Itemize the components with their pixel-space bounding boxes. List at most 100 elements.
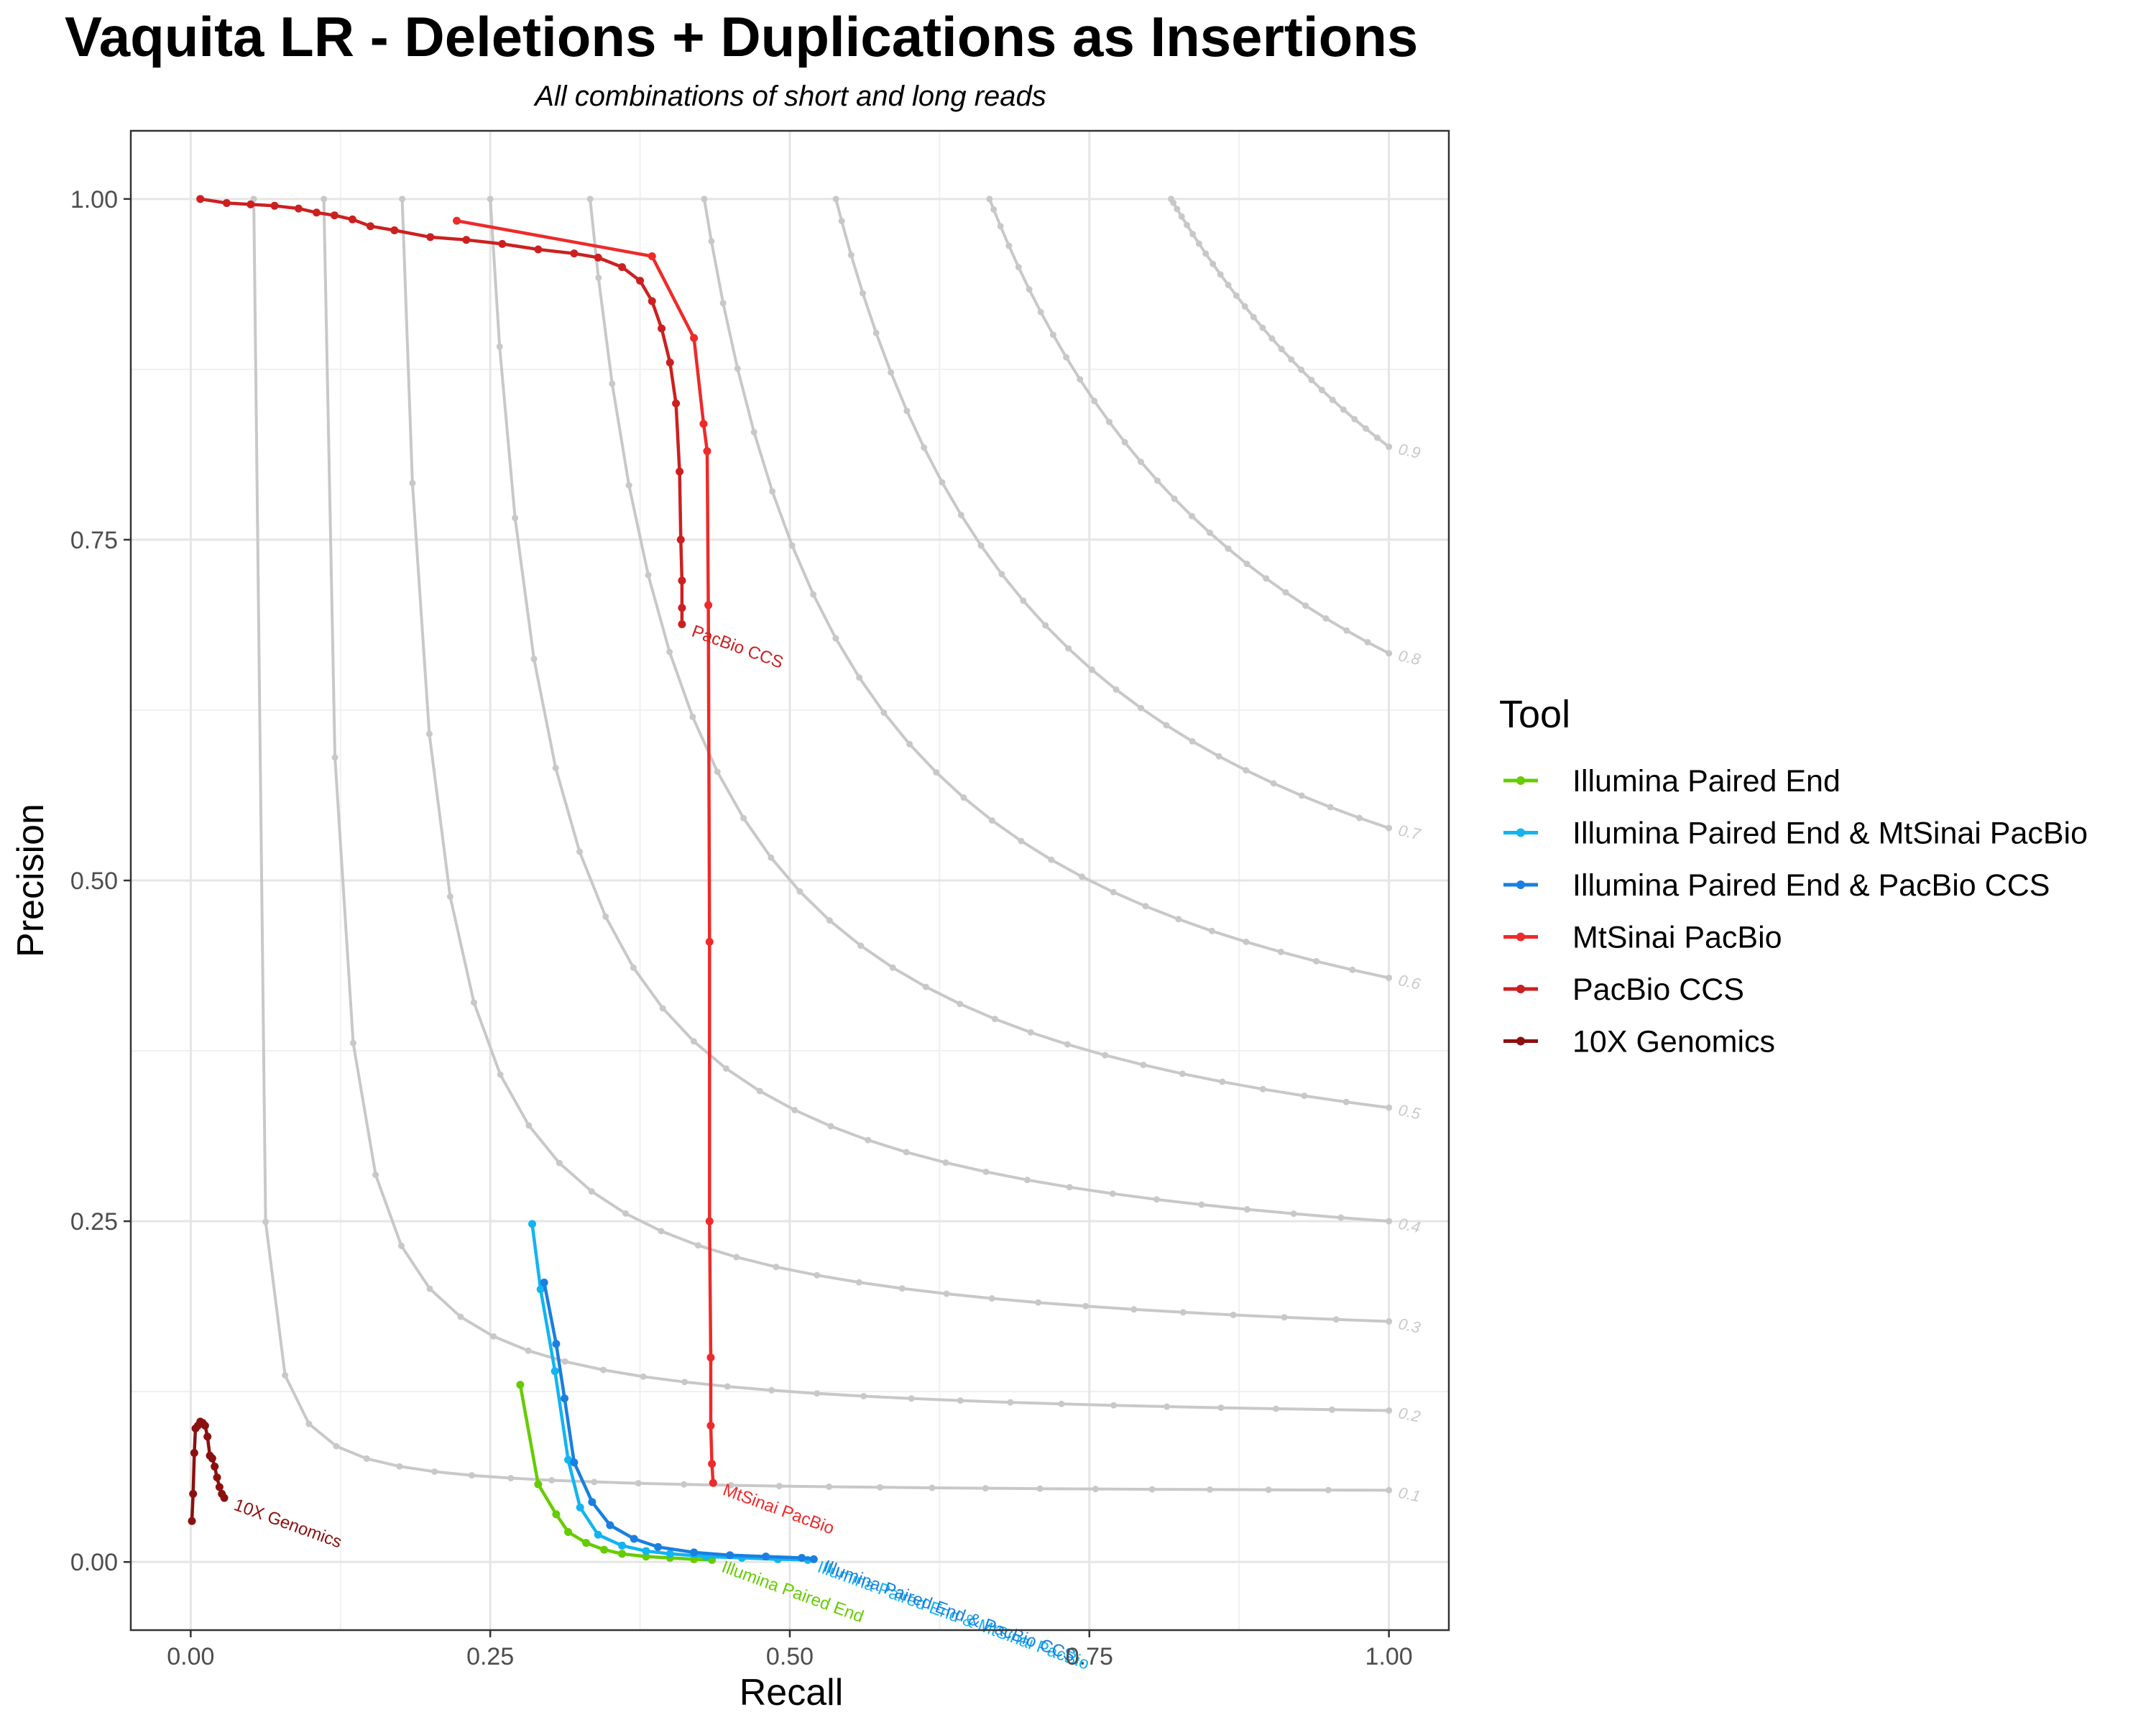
chart-subtitle: All combinations of short and long reads (535, 80, 1046, 112)
f1-contour-point (1219, 1078, 1226, 1085)
series-point (534, 245, 543, 254)
f1-contour-point (903, 1149, 910, 1156)
f1-contour-point (939, 479, 946, 486)
f1-contour-point (1308, 377, 1315, 384)
f1-contour-point (1023, 1177, 1031, 1184)
series-point (211, 1462, 219, 1471)
f1-contour-point (548, 1476, 556, 1484)
f1-contour-point (576, 848, 584, 855)
f1-contour-point (1063, 354, 1070, 361)
f1-contour-point (1171, 495, 1178, 502)
f1-contour-point (487, 196, 494, 203)
legend-key-point (1516, 776, 1525, 785)
f1-contour-point (1206, 529, 1213, 536)
f1-contour-point (921, 444, 928, 451)
series-point (618, 1541, 627, 1550)
series-point (213, 1473, 221, 1482)
f1-contour-point (1327, 804, 1334, 811)
f1-contour-point (1386, 1218, 1393, 1225)
f1-contour-point (1225, 281, 1232, 288)
series-point (561, 1394, 569, 1403)
series-point (594, 253, 602, 262)
f1-contour-point (1077, 376, 1084, 383)
f1-contour-point (1386, 443, 1393, 451)
series-point (642, 1552, 650, 1561)
series-point (462, 236, 471, 244)
f1-contour-point (855, 1279, 862, 1286)
f1-contour-point (1302, 602, 1309, 610)
f1-contour-point (898, 1285, 906, 1292)
series-point (366, 222, 374, 231)
f1-contour-point (1342, 1098, 1350, 1105)
f1-contour-point (1337, 1214, 1345, 1221)
series-point (294, 204, 303, 213)
f1-contour-point (1250, 313, 1257, 321)
f1-contour-point (681, 1481, 688, 1488)
series-point (648, 297, 656, 305)
f1-contour-point (727, 1482, 734, 1489)
f1-contour-point (556, 1159, 563, 1167)
series-point (703, 447, 711, 456)
f1-contour-point (640, 1373, 647, 1380)
f1-contour-point (1259, 324, 1266, 331)
f1-contour-point (586, 196, 594, 203)
series-point (594, 1530, 602, 1539)
series-point (570, 249, 579, 258)
f1-contour-point (250, 196, 257, 203)
f1-contour-point (1058, 1400, 1065, 1407)
f1-contour-point (525, 1122, 533, 1129)
f1-contour-point (719, 300, 727, 307)
f1-contour-point (942, 1159, 949, 1167)
f1-contour-point (768, 854, 775, 861)
series-point (676, 467, 684, 476)
f1-contour-point (1386, 824, 1393, 832)
f1-contour-point (690, 1038, 697, 1045)
f1-contour-point (768, 1386, 775, 1394)
f1-contour-point (860, 290, 867, 297)
f1-contour-point (791, 1106, 798, 1113)
f1-contour-point (1163, 722, 1170, 729)
f1-contour-point (1179, 1309, 1187, 1316)
f1-contour-point (1278, 346, 1285, 353)
series-point (390, 226, 399, 234)
f1-contour-point (1217, 1404, 1225, 1412)
series-point (678, 576, 686, 585)
f1-contour-point (490, 1333, 497, 1340)
f1-contour-point (906, 740, 913, 748)
f1-contour-point (1386, 650, 1393, 657)
f1-contour-point (1164, 1403, 1171, 1410)
f1-contour-point (666, 648, 673, 656)
f1-contour-point (1175, 916, 1182, 923)
f1-contour-point (645, 571, 652, 579)
series-point (498, 239, 507, 248)
series-point (190, 1448, 198, 1457)
series-point (330, 211, 338, 220)
f1-contour-point (1207, 1486, 1214, 1493)
series-point (642, 1547, 650, 1555)
f1-contour-point (796, 888, 803, 895)
legend-key-point (1516, 828, 1525, 837)
series-point (270, 201, 279, 210)
f1-contour-point (1110, 1402, 1118, 1409)
f1-contour-point (1225, 545, 1232, 552)
series-point (452, 216, 461, 225)
f1-contour-point (1140, 1062, 1147, 1069)
x-tick-label: 0.00 (167, 1643, 214, 1670)
series-point (312, 208, 321, 217)
legend-label: Illumina Paired End (1572, 764, 1841, 799)
f1-contour-point (847, 252, 854, 259)
f1-contour-point (903, 408, 911, 415)
f1-contour-point (814, 1271, 821, 1279)
f1-contour-point (1332, 1316, 1340, 1323)
f1-contour-point (1349, 966, 1356, 973)
f1-contour-point (1386, 1407, 1393, 1414)
f1-contour-point (943, 1290, 950, 1297)
f1-contour-point (1233, 292, 1240, 299)
f1-contour-point (561, 1358, 568, 1365)
f1-contour-point (826, 1484, 833, 1491)
f1-contour-point (988, 816, 995, 824)
f1-contour-point (1174, 206, 1181, 213)
f1-contour-point (982, 1168, 990, 1175)
f1-contour-point (1298, 792, 1305, 799)
f1-contour-point (305, 1420, 313, 1427)
